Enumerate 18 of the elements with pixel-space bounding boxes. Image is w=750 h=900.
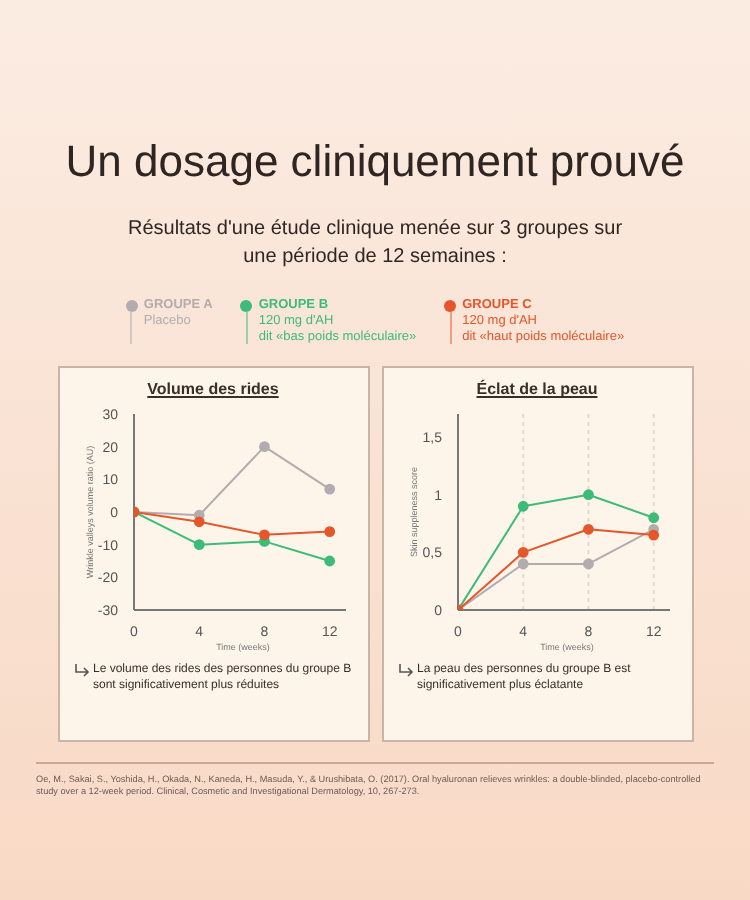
point [516, 547, 528, 559]
point [582, 559, 593, 571]
point [647, 513, 659, 524]
point [582, 524, 593, 536]
point [647, 530, 659, 542]
point [516, 559, 528, 571]
point [323, 526, 335, 538]
point [582, 490, 593, 501]
point [258, 530, 269, 542]
chart-title: Volume des rides [147, 380, 279, 399]
point [192, 540, 204, 551]
chart-title: Éclat de la peau [476, 380, 598, 399]
point [323, 484, 335, 496]
text: Résultats d'une étude clinique menée sur 3 groupes sur une période de 12 semaines : [125, 216, 625, 270]
text: Un dosage cliniquement prouvé [63, 136, 687, 188]
point [323, 556, 335, 568]
point [258, 442, 269, 453]
point [516, 501, 528, 513]
